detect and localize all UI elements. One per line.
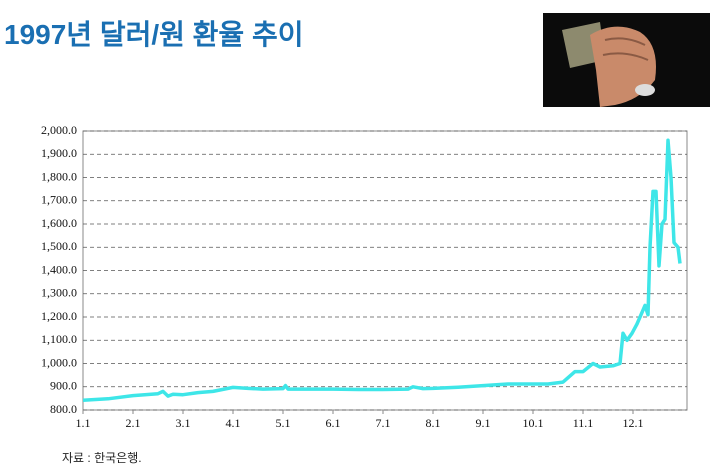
x-tick-label: 6.1 [326, 416, 341, 430]
photo [543, 13, 710, 107]
x-tick-label: 3.1 [176, 416, 191, 430]
x-tick-label: 10.1 [523, 416, 544, 430]
x-tick-label: 11.1 [573, 416, 594, 430]
y-tick-label: 1,700.0 [41, 193, 77, 207]
x-tick-label: 2.1 [126, 416, 141, 430]
y-tick-label: 900.0 [50, 379, 77, 393]
y-tick-label: 1,600.0 [41, 216, 77, 230]
y-tick-label: 1,200.0 [41, 309, 77, 323]
exchange-rate-line [82, 138, 682, 402]
slide-title: 1997년 달러/원 환율 추이 [4, 19, 304, 50]
x-tick-label: 12.1 [623, 416, 644, 430]
y-tick-label: 1,800.0 [41, 169, 77, 183]
y-tick-label: 1,500.0 [41, 239, 77, 253]
y-tick-label: 2,000.0 [41, 123, 77, 137]
y-tick-label: 800.0 [50, 402, 77, 416]
x-tick-label: 7.1 [376, 416, 391, 430]
y-tick-label: 1,100.0 [41, 332, 77, 346]
y-tick-label: 1,400.0 [41, 262, 77, 276]
x-tick-label: 1.1 [76, 416, 91, 430]
x-tick-label: 9.1 [476, 416, 491, 430]
y-tick-label: 1,900.0 [41, 146, 77, 160]
x-tick-label: 4.1 [226, 416, 241, 430]
y-tick-label: 1,300.0 [41, 286, 77, 300]
x-tick-label: 5.1 [276, 416, 291, 430]
x-tick-label: 8.1 [426, 416, 441, 430]
y-tick-label: 1,000.0 [41, 355, 77, 369]
source-note: 자료 : 한국은행. [62, 450, 142, 465]
